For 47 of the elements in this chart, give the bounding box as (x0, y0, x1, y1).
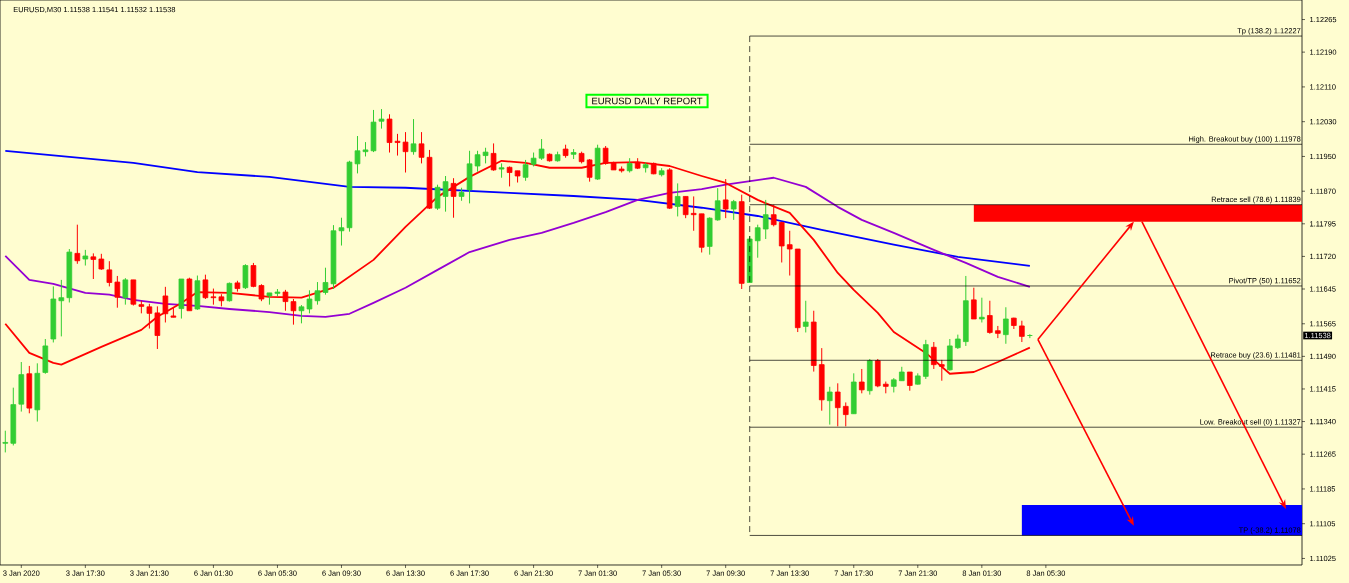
text: EURUSD DAILY REPORT (592, 97, 703, 105)
candlestick (226, 281, 233, 303)
candlestick (1019, 320, 1025, 343)
candlestick (906, 371, 913, 392)
candlestick (834, 382, 841, 427)
candlestick (162, 286, 169, 323)
candlestick (154, 305, 161, 350)
candlestick (474, 150, 481, 173)
candlestick (979, 297, 985, 323)
candlestick (858, 368, 865, 394)
candlestick (506, 165, 513, 187)
candlestick (58, 279, 65, 337)
candlestick (522, 159, 529, 182)
candlestick (122, 277, 129, 306)
candlestick (762, 199, 769, 240)
candlestick (754, 224, 761, 259)
candlestick (106, 260, 113, 287)
candlestick (250, 262, 257, 288)
candlestick (538, 138, 545, 161)
candlestick (410, 118, 417, 156)
candlestick (2, 430, 9, 453)
candlestick (802, 300, 809, 333)
candlestick (714, 187, 721, 222)
candlestick (778, 221, 785, 263)
candlestick (842, 401, 849, 427)
line-series (4, 176, 1031, 318)
candlestick (114, 275, 121, 309)
candlestick (722, 178, 729, 219)
candlestick (770, 204, 777, 227)
candlestick (690, 195, 697, 232)
candlestick (1003, 306, 1009, 345)
candlestick (242, 263, 249, 290)
candlestick (931, 341, 937, 370)
candlestick (730, 199, 737, 221)
candlestick (786, 230, 793, 277)
candlestick (74, 224, 81, 265)
candlestick (682, 195, 689, 219)
candlestick (947, 338, 953, 372)
candlestick (987, 300, 993, 335)
candlestick (90, 252, 97, 280)
candlestick (146, 303, 153, 330)
candlestick (971, 287, 977, 320)
candlestick (826, 386, 833, 426)
candlestick (202, 274, 209, 300)
line-series (4, 149, 1031, 267)
candlestick (674, 182, 681, 217)
candlestick (450, 177, 457, 219)
